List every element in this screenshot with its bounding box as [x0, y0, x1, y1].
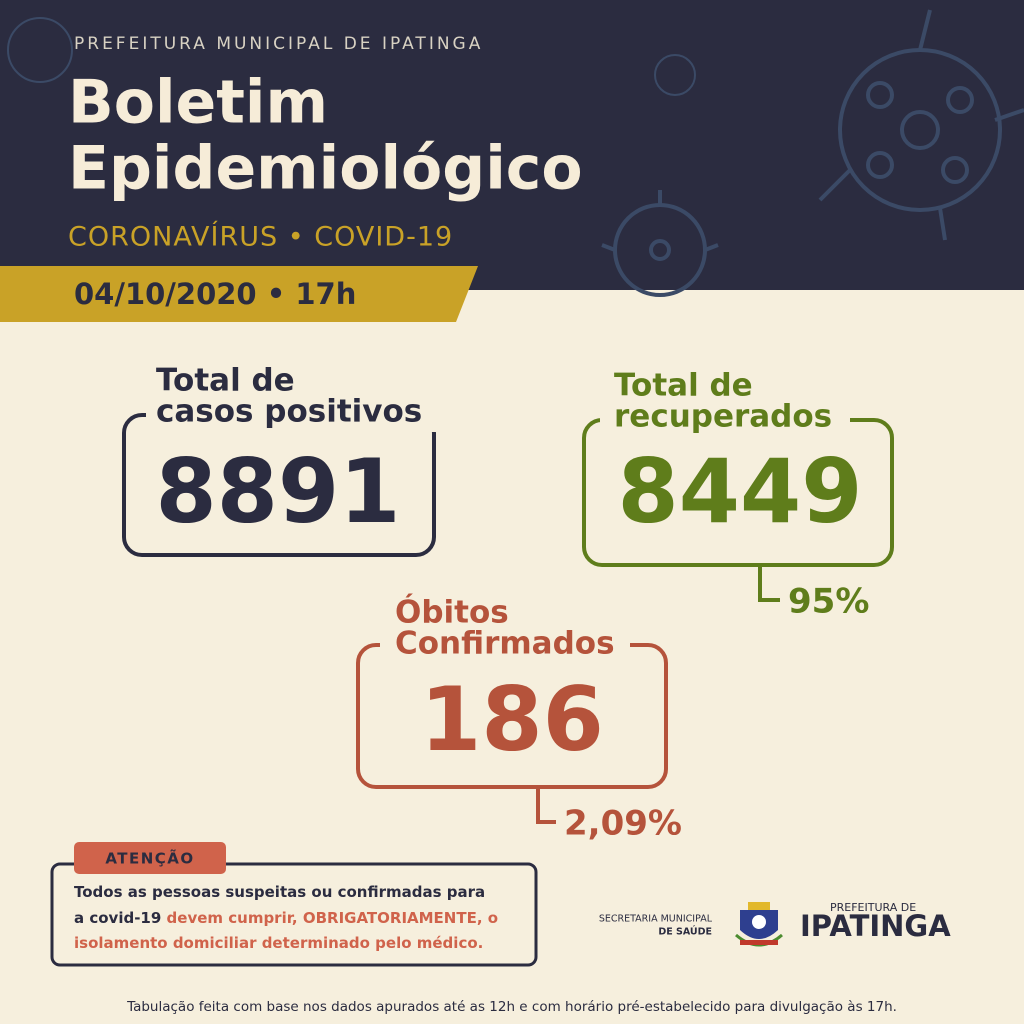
- notice-line: isolamento domiciliar determinado pelo m…: [74, 934, 483, 952]
- notice-line: a covid-19 devem cumprir, OBRIGATORIAMEN…: [74, 909, 498, 927]
- date: 04/10/2020 • 17h: [74, 277, 356, 311]
- notice-emphasis: isolamento domiciliar determinado pelo m…: [74, 934, 483, 952]
- title-line: Boletim: [68, 68, 328, 138]
- card-value: 8891: [156, 440, 401, 543]
- notice-tag-text: ATENÇÃO: [105, 849, 194, 868]
- connector: [536, 787, 556, 824]
- frame-gap: [146, 398, 442, 432]
- org-name: PREFEITURA MUNICIPAL DE IPATINGA: [74, 34, 483, 54]
- card-percent: 2,09%: [564, 804, 682, 844]
- notice-text: Todos as pessoas suspeitas ou confirmada…: [74, 883, 485, 901]
- notice-line: Todos as pessoas suspeitas ou confirmada…: [74, 883, 485, 901]
- notice-text: a covid-19: [74, 909, 167, 927]
- frame-gap: [380, 628, 630, 662]
- footer: Tabulação feita com base nos dados apura…: [126, 999, 897, 1015]
- secretaria-text: DE SAÚDE: [658, 926, 712, 938]
- card-label: casos positivos: [156, 394, 422, 430]
- card-label: Total de: [614, 368, 753, 404]
- card-percent: 95%: [788, 582, 869, 622]
- card-value: 8449: [618, 440, 863, 543]
- virus-decoration: [7, 9, 1024, 297]
- connector: [758, 565, 780, 602]
- frame-gap: [600, 403, 850, 437]
- secretaria-text: SECRETARIA MUNICIPAL: [599, 914, 713, 925]
- card-label: Confirmados: [395, 626, 615, 662]
- subtitle: CORONAVÍRUS • COVID-19: [68, 221, 453, 253]
- title-line: Epidemiológico: [68, 134, 583, 204]
- city-text: IPATINGA: [800, 909, 951, 943]
- notice-emphasis: devem cumprir, OBRIGATORIAMENTE, o: [167, 909, 499, 927]
- header-bg: [0, 0, 1024, 290]
- date-banner: [0, 266, 478, 322]
- card-label: Óbitos: [395, 594, 509, 631]
- prefeitura-text: PREFEITURA DE: [830, 901, 916, 914]
- card-label: Total de: [156, 363, 295, 399]
- crest: [735, 902, 783, 947]
- card-value: 186: [420, 668, 604, 771]
- card-label: recuperados: [614, 399, 832, 435]
- notice-tag: [74, 842, 226, 874]
- notice-frame: [50, 862, 538, 967]
